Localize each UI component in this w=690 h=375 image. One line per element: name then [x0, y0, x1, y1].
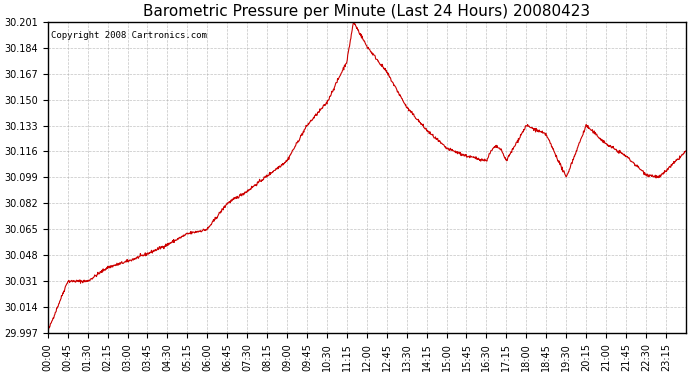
Title: Barometric Pressure per Minute (Last 24 Hours) 20080423: Barometric Pressure per Minute (Last 24 …: [144, 4, 591, 19]
Text: Copyright 2008 Cartronics.com: Copyright 2008 Cartronics.com: [51, 31, 207, 40]
